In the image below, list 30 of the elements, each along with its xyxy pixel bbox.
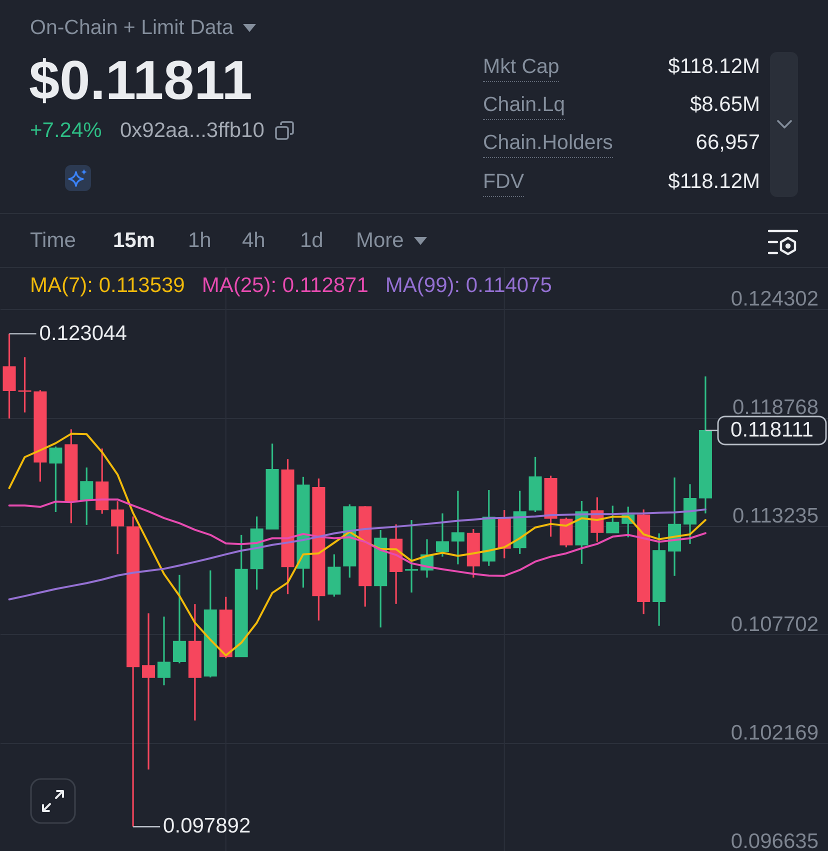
text: More	[356, 228, 404, 254]
y-tick-label: 0.113235	[732, 504, 818, 528]
text: 0.118111	[730, 418, 814, 442]
annotation: 0.123044	[39, 322, 128, 345]
text: Time	[30, 228, 76, 254]
text: MA(7): 0.113539	[30, 274, 185, 298]
text: On-Chain + Limit Data	[30, 16, 234, 40]
text: $0.11811	[29, 49, 252, 113]
text: 1d	[300, 228, 324, 254]
y-tick-label: 0.118768	[732, 396, 818, 420]
text: Chain.Lq	[483, 93, 566, 120]
text: Mkt Cap	[483, 55, 560, 82]
text: 4h	[242, 228, 266, 254]
text: $8.65M	[690, 92, 760, 118]
text: Chain.Holders	[483, 131, 613, 158]
annotation: 0.097892	[163, 814, 251, 838]
text: 66,957	[696, 130, 760, 156]
text: FDV	[483, 170, 524, 197]
text: MA(99): 0.114075	[385, 274, 552, 298]
text: $118.12M	[668, 170, 760, 194]
text: 0x92aa...3ffb10	[120, 118, 264, 144]
text: 15m	[113, 228, 156, 254]
text: $118.12M	[668, 54, 760, 80]
y-tick-label: 0.096635	[730, 830, 818, 851]
y-tick-label: 0.102169	[730, 721, 818, 744]
text: MA(25): 0.112871	[202, 274, 368, 298]
y-tick-label: 0.124302	[730, 288, 818, 311]
text: +7.24%	[30, 118, 102, 144]
text: 1h	[188, 228, 212, 254]
y-tick-label: 0.107702	[730, 612, 818, 636]
